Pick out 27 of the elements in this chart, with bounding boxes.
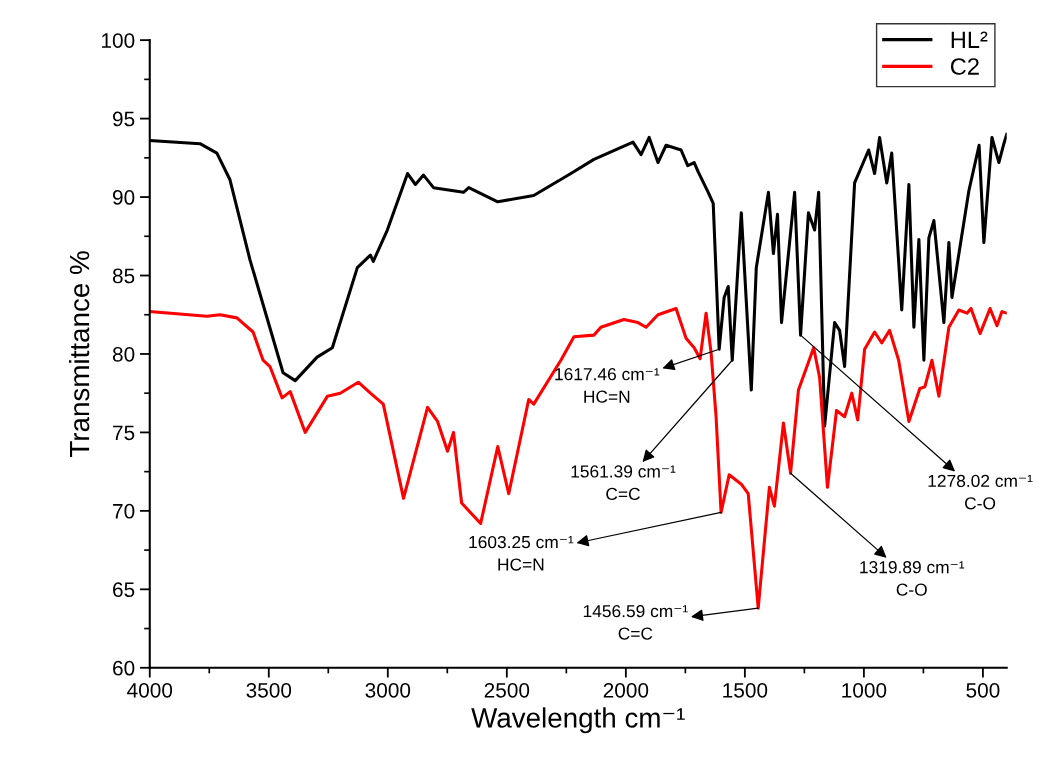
y-tick-label: 95: [112, 111, 135, 127]
x-axis-title: Wavelength cm⁻¹: [471, 707, 685, 734]
annotation: 1603.25 cm⁻¹ HC=N: [469, 535, 574, 571]
y-axis-title: Transmittance %: [68, 251, 90, 458]
x-tick-label: 2000: [603, 682, 649, 698]
x-tick-label: 1000: [842, 682, 887, 698]
y-tick-label: 60: [113, 660, 135, 676]
y-tick-label: 85: [112, 268, 135, 284]
y-tick-label: 65: [113, 582, 135, 598]
legend-label: HL²: [951, 31, 988, 48]
y-tick-label: 90: [112, 190, 135, 205]
annotation: 1319.89 cm⁻¹ C-O: [860, 561, 965, 596]
annotation: 1617.46 cm⁻¹ HC=N: [555, 368, 660, 403]
legend-label: C2: [950, 58, 979, 75]
x-tick-label: 4000: [127, 682, 173, 698]
y-tick-label: 75: [113, 425, 135, 441]
x-tick-label: 2500: [484, 682, 530, 698]
x-tick-label: 500: [966, 682, 1000, 698]
annotation: 1278.02 cm⁻¹ C-O: [928, 474, 1033, 510]
x-tick-label: 3500: [246, 682, 292, 698]
annotation: 1456.59 cm⁻¹ C=C: [583, 604, 688, 640]
y-tick-label: 80: [112, 346, 135, 362]
annotation: 1561.39 cm⁻¹ C=C: [571, 465, 676, 501]
y-tick-label: 100: [102, 33, 135, 48]
y-tick-label: 70: [113, 503, 135, 519]
x-tick-label: 3000: [365, 682, 411, 698]
x-tick-label: 1500: [723, 682, 768, 698]
